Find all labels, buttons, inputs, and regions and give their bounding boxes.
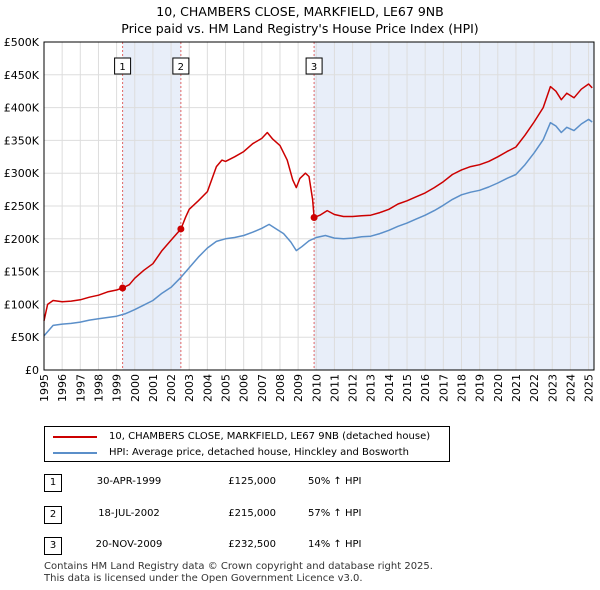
y-tick-label: £350K [4, 134, 40, 147]
x-tick-label: 2014 [383, 374, 396, 402]
sale-price: £232,500 [228, 539, 276, 550]
footer-licence: This data is licensed under the Open Gov… [44, 573, 363, 584]
x-tick-label: 1995 [38, 374, 51, 402]
y-tick-label: £50K [11, 331, 40, 344]
price-paid-line [43, 83, 593, 321]
sale-vlines [122, 42, 315, 370]
x-tick-label: 2008 [274, 374, 287, 402]
x-tick-label: 2020 [492, 374, 505, 402]
sale-markers: 1 2 3 [114, 57, 323, 292]
footer-copyright: Contains HM Land Registry data © Crown c… [44, 561, 433, 572]
x-tick-label: 2021 [510, 374, 523, 402]
chart-plot: 1 2 3 £0 £50K £100K £150K £200K £250K £300K £350K… [4, 36, 596, 402]
sale-date: 30-APR-1999 [96, 476, 162, 487]
sale-hpi: 57% ↑ HPI [308, 508, 362, 519]
x-tick-label: 2019 [474, 374, 487, 402]
sale-price: £125,000 [228, 476, 276, 487]
sale-date: 20-NOV-2009 [95, 539, 163, 550]
x-tick-label: 2000 [129, 374, 142, 402]
x-tick-label: 2018 [455, 374, 468, 402]
x-tick-label: 2015 [401, 374, 414, 402]
legend-label-price: 10, CHAMBERS CLOSE, MARKFIELD, LE67 9NB … [109, 431, 431, 442]
sale-label: 2 [178, 62, 184, 73]
x-tick-label: 2004 [201, 374, 214, 402]
y-tick-label: £250K [4, 200, 40, 213]
sale-point [310, 213, 318, 221]
sale-number: 1 [44, 474, 62, 492]
x-tick-label: 2012 [347, 374, 360, 402]
y-tick-label: £300K [4, 167, 40, 180]
sale-number: 3 [44, 537, 62, 555]
x-tick-label: 2025 [583, 374, 596, 402]
x-tick-label: 2005 [220, 374, 233, 402]
x-tick-label: 1996 [56, 374, 69, 402]
series-lines [43, 83, 593, 337]
y-tick-label: £200K [4, 233, 40, 246]
y-tick-label: £100K [4, 298, 40, 311]
x-tick-label: 2011 [328, 374, 341, 402]
legend-label-hpi: HPI: Average price, detached house, Hinc… [109, 447, 409, 458]
hpi-line [43, 118, 593, 337]
sale-point [177, 225, 185, 233]
sale-point [119, 284, 127, 292]
legend-swatch-price [53, 436, 97, 438]
y-tick-label: £150K [4, 266, 40, 279]
x-tick-label: 2024 [564, 374, 577, 402]
x-tick-label: 2007 [256, 374, 269, 402]
y-tick-label: £0 [25, 364, 39, 377]
sale-label-box [172, 57, 190, 75]
x-tick-label: 1998 [92, 374, 105, 402]
sale-label: 1 [119, 62, 125, 73]
sale-label-box [305, 57, 323, 75]
sale-hpi: 14% ↑ HPI [308, 539, 362, 550]
x-tick-label: 2022 [528, 374, 541, 402]
x-tick-label: 2023 [546, 374, 559, 402]
sale-label-box [114, 57, 132, 75]
x-tick-label: 2017 [437, 374, 450, 402]
axes: £0 £50K £100K £150K £200K £250K £300K £350K £400… [4, 36, 596, 402]
x-tick-label: 2009 [292, 374, 305, 402]
x-tick-label: 2006 [238, 374, 251, 402]
sale-number: 2 [44, 506, 62, 524]
sale-date: 18-JUL-2002 [98, 508, 160, 519]
y-tick-label: £500K [4, 36, 40, 49]
legend-swatch-hpi [53, 452, 97, 454]
x-tick-label: 2013 [365, 374, 378, 402]
chart-subtitle: Price paid vs. HM Land Registry's House … [121, 21, 479, 36]
x-tick-label: 2010 [310, 374, 323, 402]
x-tick-label: 2016 [419, 374, 432, 402]
x-tick-label: 2003 [183, 374, 196, 402]
y-tick-label: £400K [4, 102, 40, 115]
y-tick-label: £450K [4, 69, 40, 82]
plot-frame [43, 41, 595, 371]
sale-label: 3 [311, 62, 317, 73]
sale-price: £215,000 [228, 508, 276, 519]
sale-hpi: 50% ↑ HPI [308, 476, 362, 487]
x-tick-label: 2002 [165, 374, 178, 402]
chart-title: 10, CHAMBERS CLOSE, MARKFIELD, LE67 9NB [156, 4, 444, 19]
x-tick-label: 1997 [74, 374, 87, 402]
x-tick-label: 1999 [111, 374, 124, 402]
x-tick-label: 2001 [147, 374, 160, 402]
legend: 10, CHAMBERS CLOSE, MARKFIELD, LE67 9NB … [44, 426, 450, 462]
